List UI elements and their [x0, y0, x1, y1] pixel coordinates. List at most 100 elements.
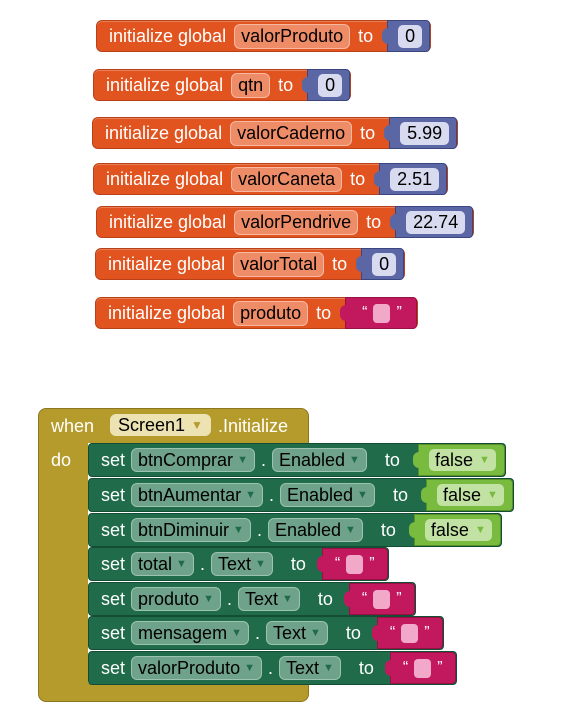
component-dropdown[interactable]: btnComprar ▼: [131, 448, 255, 472]
property-dropdown[interactable]: Enabled ▼: [267, 518, 363, 542]
init-global-block[interactable]: initialize global valorTotal to 0: [95, 248, 406, 280]
to-label: to: [332, 253, 348, 274]
number-block[interactable]: 0: [302, 69, 351, 101]
variable-name-field[interactable]: qtn: [231, 72, 271, 98]
chevron-down-icon: ▼: [474, 524, 486, 536]
number-value[interactable]: 2.51: [390, 167, 440, 191]
init-global-block[interactable]: initialize global valorPendrive to 22.74: [96, 206, 475, 238]
set-property-block[interactable]: set btnComprar ▼ . Enabled ▼ to false ▼: [88, 443, 506, 477]
component-dropdown[interactable]: total ▼: [131, 552, 194, 576]
set-property-block[interactable]: set btnDiminuir ▼ . Enabled ▼ to false ▼: [88, 513, 502, 547]
number-block[interactable]: 0: [382, 20, 431, 52]
init-global-block[interactable]: initialize global valorCaderno to 5.99: [92, 117, 459, 149]
boolean-block[interactable]: false ▼: [408, 514, 501, 546]
open-quote-glyph: “: [361, 590, 368, 607]
number-block[interactable]: 2.51: [374, 163, 448, 195]
boolean-block[interactable]: false ▼: [420, 479, 513, 511]
variable-name-field[interactable]: valorPendrive: [234, 209, 359, 235]
boolean-value: false: [434, 449, 473, 470]
variable-name-field[interactable]: valorCaderno: [230, 120, 353, 146]
component-dropdown[interactable]: valorProduto ▼: [131, 656, 262, 680]
to-label: to: [380, 519, 396, 540]
chevron-down-icon: ▼: [309, 627, 321, 639]
close-quote-glyph: ”: [396, 590, 402, 607]
property-name: Enabled: [278, 449, 346, 470]
set-property-block[interactable]: set valorProduto ▼ . Text ▼ to “”: [88, 651, 457, 685]
set-label: set: [101, 657, 126, 678]
component-dropdown[interactable]: mensagem ▼: [131, 621, 249, 645]
component-dropdown[interactable]: produto ▼: [131, 587, 221, 611]
property-dropdown[interactable]: Text ▼: [210, 552, 273, 576]
init-global-label: initialize global: [105, 122, 223, 143]
number-value[interactable]: 0: [398, 24, 423, 48]
empty-text-field[interactable]: [414, 658, 432, 678]
boolean-dropdown[interactable]: false ▼: [424, 519, 492, 541]
text-block[interactable]: “”: [384, 652, 456, 684]
chevron-down-icon: ▼: [282, 593, 293, 605]
empty-text-field[interactable]: [373, 303, 391, 323]
component-name: mensagem: [138, 622, 228, 643]
init-global-label: initialize global: [108, 253, 226, 274]
text-block[interactable]: “”: [343, 583, 415, 615]
property-name: Enabled: [274, 519, 342, 540]
set-label: set: [101, 484, 126, 505]
set-property-block[interactable]: set btnAumentar ▼ . Enabled ▼ to false ▼: [88, 478, 514, 512]
close-quote-glyph: ”: [369, 555, 375, 572]
property-dropdown[interactable]: Text ▼: [278, 656, 341, 680]
boolean-value: false: [430, 519, 469, 540]
text-block[interactable]: “ ”: [340, 297, 417, 329]
component-dropdown[interactable]: Screen1 ▼: [110, 414, 211, 436]
to-label: to: [345, 622, 361, 643]
init-global-label: initialize global: [106, 168, 224, 189]
empty-text-field[interactable]: [346, 554, 364, 574]
component-name: valorProduto: [138, 657, 241, 678]
property-dropdown[interactable]: Text ▼: [237, 587, 300, 611]
variable-name-field[interactable]: produto: [233, 300, 309, 326]
text-block[interactable]: “”: [316, 548, 388, 580]
to-label: to: [358, 25, 374, 46]
component-dropdown[interactable]: btnDiminuir ▼: [131, 518, 251, 542]
set-property-block[interactable]: set total ▼ . Text ▼ to “”: [88, 547, 389, 581]
property-dropdown[interactable]: Text ▼: [265, 621, 328, 645]
set-label: set: [101, 449, 126, 470]
empty-text-field[interactable]: [401, 623, 419, 643]
empty-text-field[interactable]: [373, 589, 391, 609]
set-property-block[interactable]: set produto ▼ . Text ▼ to “”: [88, 582, 416, 616]
close-quote-glyph: ”: [437, 659, 443, 676]
variable-name-field[interactable]: valorTotal: [233, 251, 325, 277]
set-property-block[interactable]: set mensagem ▼ . Text ▼ to “”: [88, 616, 444, 650]
boolean-dropdown[interactable]: false ▼: [428, 449, 496, 471]
dot-label: .: [268, 484, 274, 505]
component-dropdown[interactable]: btnAumentar ▼: [131, 483, 263, 507]
text-block[interactable]: “”: [371, 617, 443, 649]
number-value[interactable]: 5.99: [400, 121, 450, 145]
number-block[interactable]: 5.99: [384, 117, 458, 149]
init-global-block[interactable]: initialize global valorCaneta to 2.51: [93, 163, 449, 195]
boolean-dropdown[interactable]: false ▼: [436, 484, 504, 506]
boolean-block[interactable]: false ▼: [412, 444, 505, 476]
number-block[interactable]: 22.74: [390, 206, 474, 238]
dot-label: .: [260, 449, 266, 470]
component-name: produto: [138, 588, 200, 609]
number-value[interactable]: 0: [372, 252, 397, 276]
to-label: to: [366, 211, 382, 232]
number-value[interactable]: 0: [318, 73, 343, 97]
variable-name-field[interactable]: valorProduto: [234, 23, 351, 49]
property-dropdown[interactable]: Enabled ▼: [279, 483, 375, 507]
set-label: set: [101, 588, 126, 609]
init-global-block[interactable]: initialize global valorProduto to 0: [96, 20, 432, 52]
number-block[interactable]: 0: [356, 248, 405, 280]
chevron-down-icon: ▼: [245, 489, 256, 501]
init-global-block[interactable]: initialize global qtn to 0: [93, 69, 352, 101]
boolean-value: false: [442, 484, 481, 505]
property-dropdown[interactable]: Enabled ▼: [271, 448, 367, 472]
to-label: to: [358, 657, 374, 678]
property-name: Text: [244, 588, 278, 609]
init-global-block[interactable]: initialize global produto to “ ”: [95, 297, 418, 329]
to-label: to: [360, 122, 376, 143]
init-global-label: initialize global: [109, 211, 227, 232]
to-label: to: [290, 553, 306, 574]
variable-name-field[interactable]: valorCaneta: [231, 166, 343, 192]
chevron-down-icon: ▼: [254, 558, 266, 570]
number-value[interactable]: 22.74: [406, 210, 466, 234]
